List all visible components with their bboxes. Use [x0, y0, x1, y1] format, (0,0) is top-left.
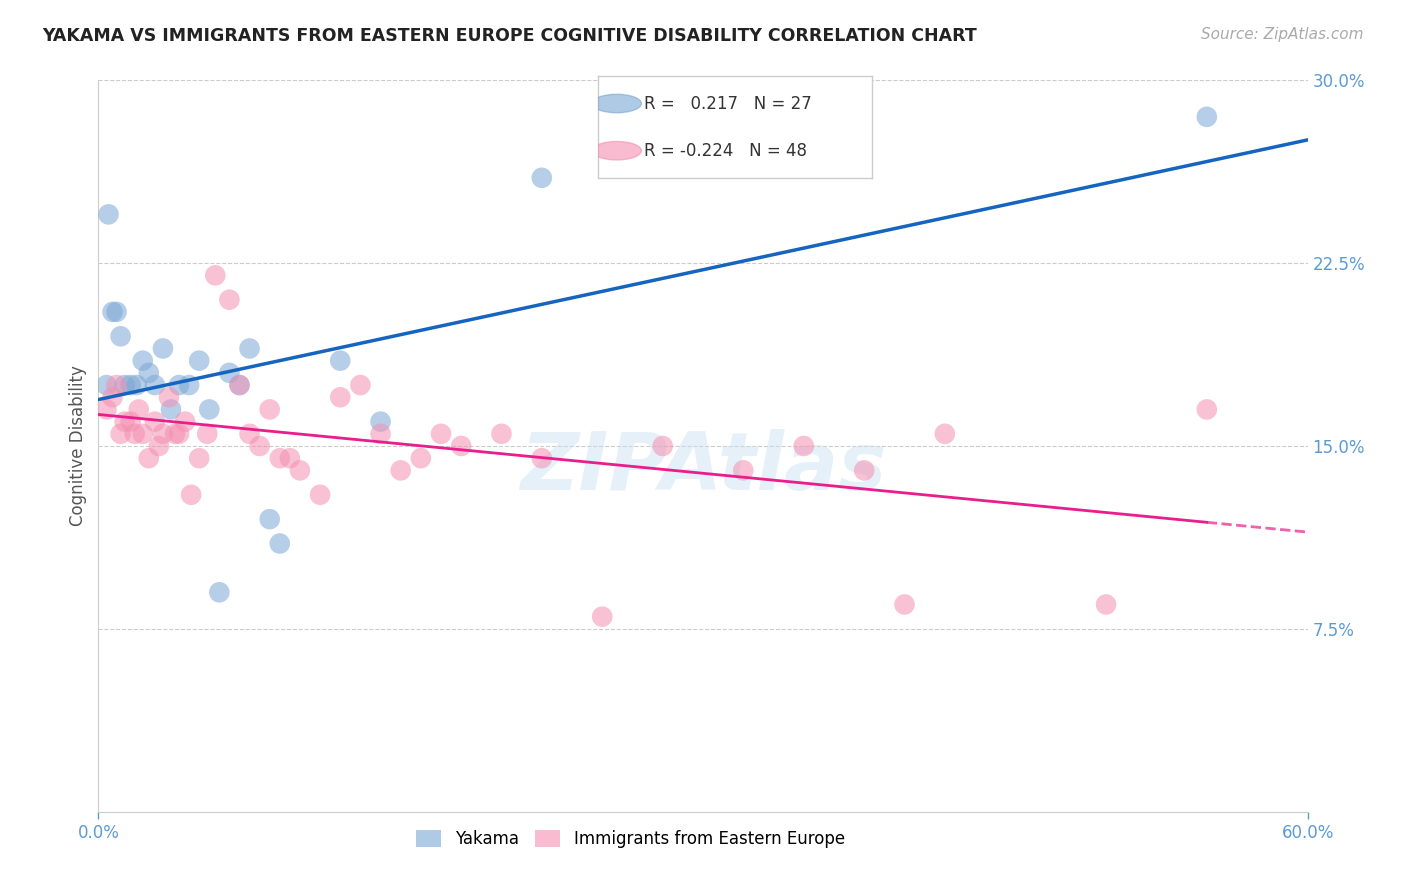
Y-axis label: Cognitive Disability: Cognitive Disability — [69, 366, 87, 526]
Circle shape — [592, 95, 641, 112]
Point — [370, 426, 392, 441]
Point — [228, 378, 250, 392]
Point — [96, 402, 118, 417]
Point — [101, 305, 124, 319]
Point — [128, 402, 150, 417]
Point — [1095, 598, 1118, 612]
Point — [143, 378, 166, 392]
Point — [125, 378, 148, 392]
Point — [204, 268, 226, 283]
Point — [97, 207, 120, 221]
Point — [239, 426, 262, 441]
Point — [269, 451, 291, 466]
Point — [167, 378, 190, 392]
Point — [259, 402, 281, 417]
Point — [114, 415, 136, 429]
Point — [430, 426, 453, 441]
Point — [491, 426, 513, 441]
Point — [389, 463, 412, 477]
Point — [288, 463, 311, 477]
Text: R = -0.224   N = 48: R = -0.224 N = 48 — [644, 142, 807, 160]
Point — [1195, 402, 1218, 417]
Point — [179, 378, 201, 392]
Point — [132, 426, 155, 441]
Point — [370, 415, 392, 429]
Point — [96, 378, 118, 392]
Point — [148, 439, 170, 453]
Point — [278, 451, 301, 466]
Text: ZIPAtlas: ZIPAtlas — [520, 429, 886, 507]
Point — [228, 378, 250, 392]
Text: R =   0.217   N = 27: R = 0.217 N = 27 — [644, 95, 811, 112]
Point — [110, 329, 132, 343]
Point — [198, 402, 221, 417]
Point — [218, 293, 240, 307]
Point — [208, 585, 231, 599]
Point — [120, 415, 142, 429]
Point — [160, 402, 183, 417]
Point — [409, 451, 432, 466]
Point — [138, 451, 160, 466]
Point — [132, 353, 155, 368]
Point — [733, 463, 755, 477]
Point — [651, 439, 673, 453]
Point — [174, 415, 197, 429]
Point — [152, 342, 174, 356]
Point — [105, 305, 128, 319]
Point — [114, 378, 136, 392]
Point — [1195, 110, 1218, 124]
Point — [105, 378, 128, 392]
Point — [180, 488, 202, 502]
Point — [110, 426, 132, 441]
Point — [143, 415, 166, 429]
Point — [120, 378, 142, 392]
Point — [893, 598, 915, 612]
Legend: Yakama, Immigrants from Eastern Europe: Yakama, Immigrants from Eastern Europe — [409, 823, 852, 855]
Point — [218, 366, 240, 380]
Point — [188, 451, 211, 466]
Point — [530, 170, 553, 185]
Point — [157, 390, 180, 404]
Point — [349, 378, 371, 392]
Point — [163, 426, 186, 441]
Point — [530, 451, 553, 466]
Point — [259, 512, 281, 526]
Point — [124, 426, 146, 441]
Point — [188, 353, 211, 368]
Point — [329, 390, 352, 404]
Circle shape — [592, 142, 641, 160]
Text: YAKAMA VS IMMIGRANTS FROM EASTERN EUROPE COGNITIVE DISABILITY CORRELATION CHART: YAKAMA VS IMMIGRANTS FROM EASTERN EUROPE… — [42, 27, 977, 45]
Point — [309, 488, 332, 502]
Point — [167, 426, 190, 441]
Point — [239, 342, 262, 356]
Point — [195, 426, 218, 441]
Point — [450, 439, 472, 453]
Point — [591, 609, 613, 624]
Point — [269, 536, 291, 550]
Point — [934, 426, 956, 441]
Point — [101, 390, 124, 404]
Text: Source: ZipAtlas.com: Source: ZipAtlas.com — [1201, 27, 1364, 42]
Point — [329, 353, 352, 368]
Point — [249, 439, 271, 453]
Point — [853, 463, 876, 477]
Point — [793, 439, 815, 453]
Point — [138, 366, 160, 380]
Point — [152, 426, 174, 441]
